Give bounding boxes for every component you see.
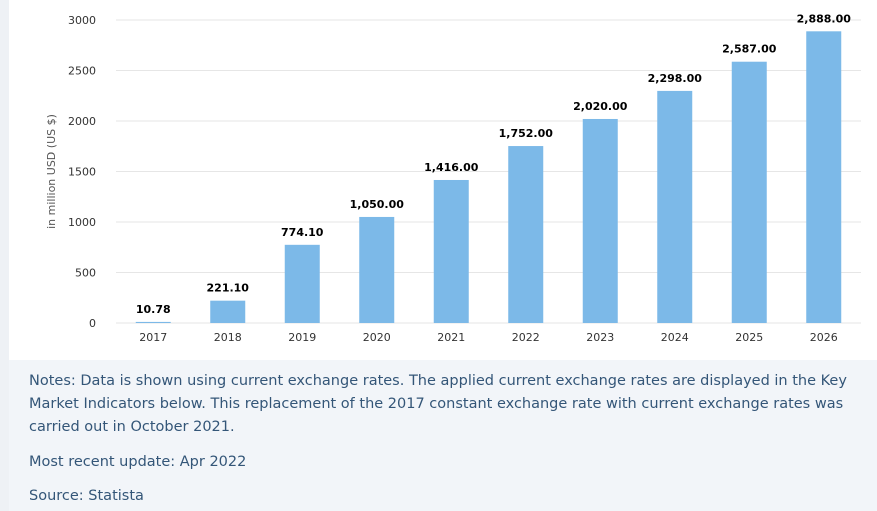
data-label-2020: 1,050.00 [350, 198, 405, 211]
data-label-2018: 221.10 [207, 282, 250, 295]
notes-text: Notes: Data is shown using current excha… [29, 373, 847, 435]
bar-2023[interactable] [582, 118, 618, 323]
y-tick-label: 1000 [68, 216, 96, 229]
data-label-2026: 2,888.00 [797, 12, 852, 25]
y-tick-label: 3000 [68, 14, 96, 27]
x-tick-label-2022: 2022 [512, 331, 540, 344]
data-label-2019: 774.10 [281, 226, 324, 239]
x-tick-label-2023: 2023 [586, 331, 614, 344]
y-tick-label: 1500 [68, 166, 96, 179]
x-tick-label-2021: 2021 [437, 331, 465, 344]
bar-2019[interactable] [284, 244, 320, 323]
y-axis-ticks: 0 500 1000 1500 2000 2500 3000 [68, 14, 96, 330]
notes-panel: Notes: Data is shown using current excha… [9, 360, 877, 511]
left-stripe [0, 0, 9, 511]
data-label-2017: 10.78 [136, 303, 171, 316]
x-tick-label-2026: 2026 [810, 331, 838, 344]
y-tick-label: 2500 [68, 65, 96, 78]
x-tick-label-2018: 2018 [214, 331, 242, 344]
y-axis-label: in million USD (US $) [45, 114, 58, 229]
data-label-2022: 1,752.00 [499, 127, 554, 140]
data-labels: 10.78 221.10 774.10 1,050.00 1,416.00 1,752.0… [136, 12, 851, 316]
bar-2018[interactable] [210, 300, 246, 323]
y-tick-label: 0 [89, 317, 96, 330]
bar-2026[interactable] [806, 31, 842, 323]
x-tick-label-2020: 2020 [363, 331, 391, 344]
bar-2020[interactable] [359, 216, 395, 323]
bar-2024[interactable] [657, 90, 693, 323]
bar-chart: 0 500 1000 1500 2000 2500 3000 in million USD … [45, 12, 861, 344]
bar-2021[interactable] [433, 179, 469, 323]
x-tick-label-2019: 2019 [288, 331, 316, 344]
bars[interactable] [135, 31, 842, 323]
data-label-2024: 2,298.00 [648, 72, 703, 85]
bar-2017[interactable] [135, 321, 171, 323]
x-tick-label-2024: 2024 [661, 331, 689, 344]
data-label-2021: 1,416.00 [424, 161, 479, 174]
bar-2022[interactable] [508, 146, 544, 323]
data-label-2023: 2,020.00 [573, 100, 628, 113]
update-text: Most recent update: Apr 2022 [29, 454, 247, 470]
y-tick-label: 2000 [68, 115, 96, 128]
x-tick-label-2025: 2025 [735, 331, 763, 344]
source-text: Source: Statista [29, 488, 144, 504]
x-tick-label-2017: 2017 [139, 331, 167, 344]
bar-2025[interactable] [731, 61, 767, 323]
x-axis-ticks: 2017 2018 2019 2020 2021 2022 2023 2024 2025 2026 [139, 331, 838, 344]
y-tick-label: 500 [75, 267, 96, 280]
data-label-2025: 2,587.00 [722, 43, 777, 56]
